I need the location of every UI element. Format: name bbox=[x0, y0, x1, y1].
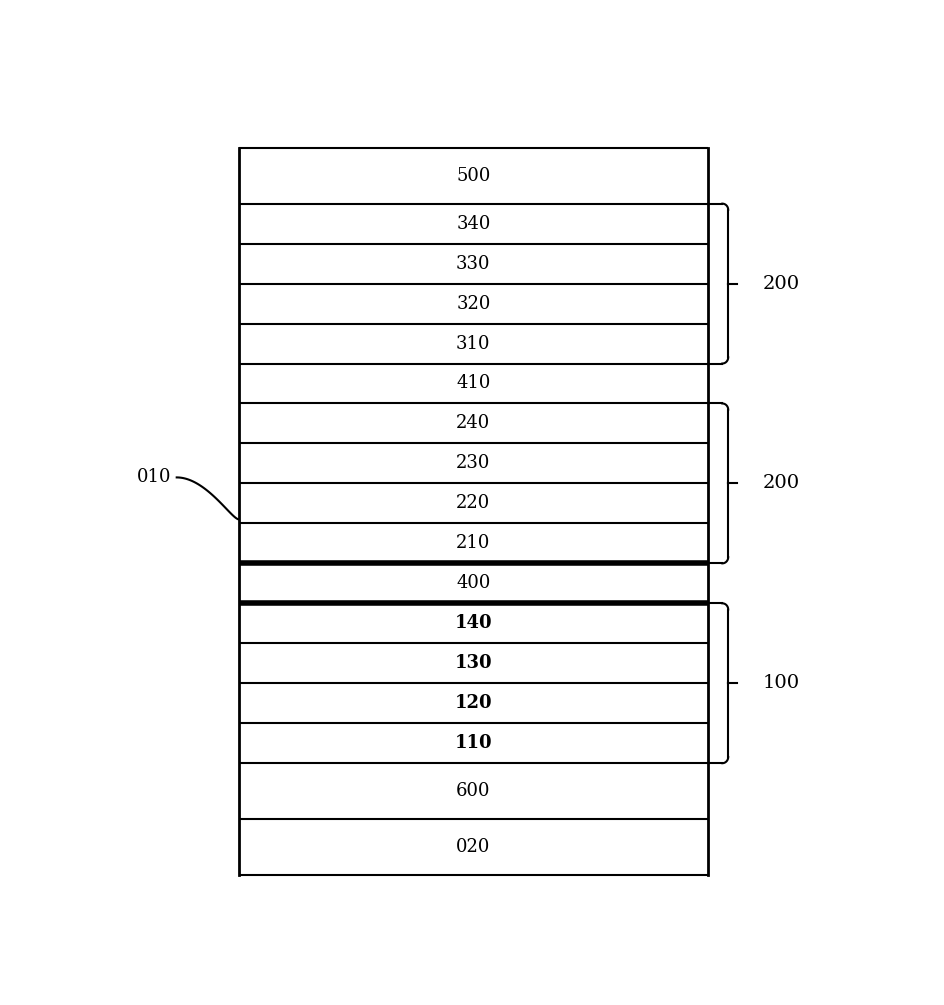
Text: 340: 340 bbox=[456, 215, 490, 232]
Text: 140: 140 bbox=[454, 614, 492, 632]
Text: 120: 120 bbox=[454, 694, 492, 713]
Text: 110: 110 bbox=[454, 735, 492, 752]
Text: 230: 230 bbox=[456, 454, 490, 472]
Text: 220: 220 bbox=[456, 494, 490, 513]
Bar bbox=[239, 148, 707, 875]
Text: 500: 500 bbox=[456, 167, 490, 185]
Text: 410: 410 bbox=[456, 375, 490, 393]
Text: 320: 320 bbox=[456, 294, 490, 313]
Text: 400: 400 bbox=[456, 574, 490, 592]
Text: 100: 100 bbox=[762, 674, 799, 692]
Text: 330: 330 bbox=[456, 254, 490, 272]
Text: 200: 200 bbox=[762, 474, 799, 492]
Text: 020: 020 bbox=[456, 838, 490, 856]
Text: 240: 240 bbox=[456, 414, 490, 432]
Text: 010: 010 bbox=[136, 468, 171, 486]
Text: 600: 600 bbox=[456, 782, 490, 800]
Text: 210: 210 bbox=[456, 535, 490, 553]
Text: 310: 310 bbox=[456, 335, 490, 353]
Text: 200: 200 bbox=[762, 274, 799, 292]
Text: 130: 130 bbox=[454, 654, 492, 672]
